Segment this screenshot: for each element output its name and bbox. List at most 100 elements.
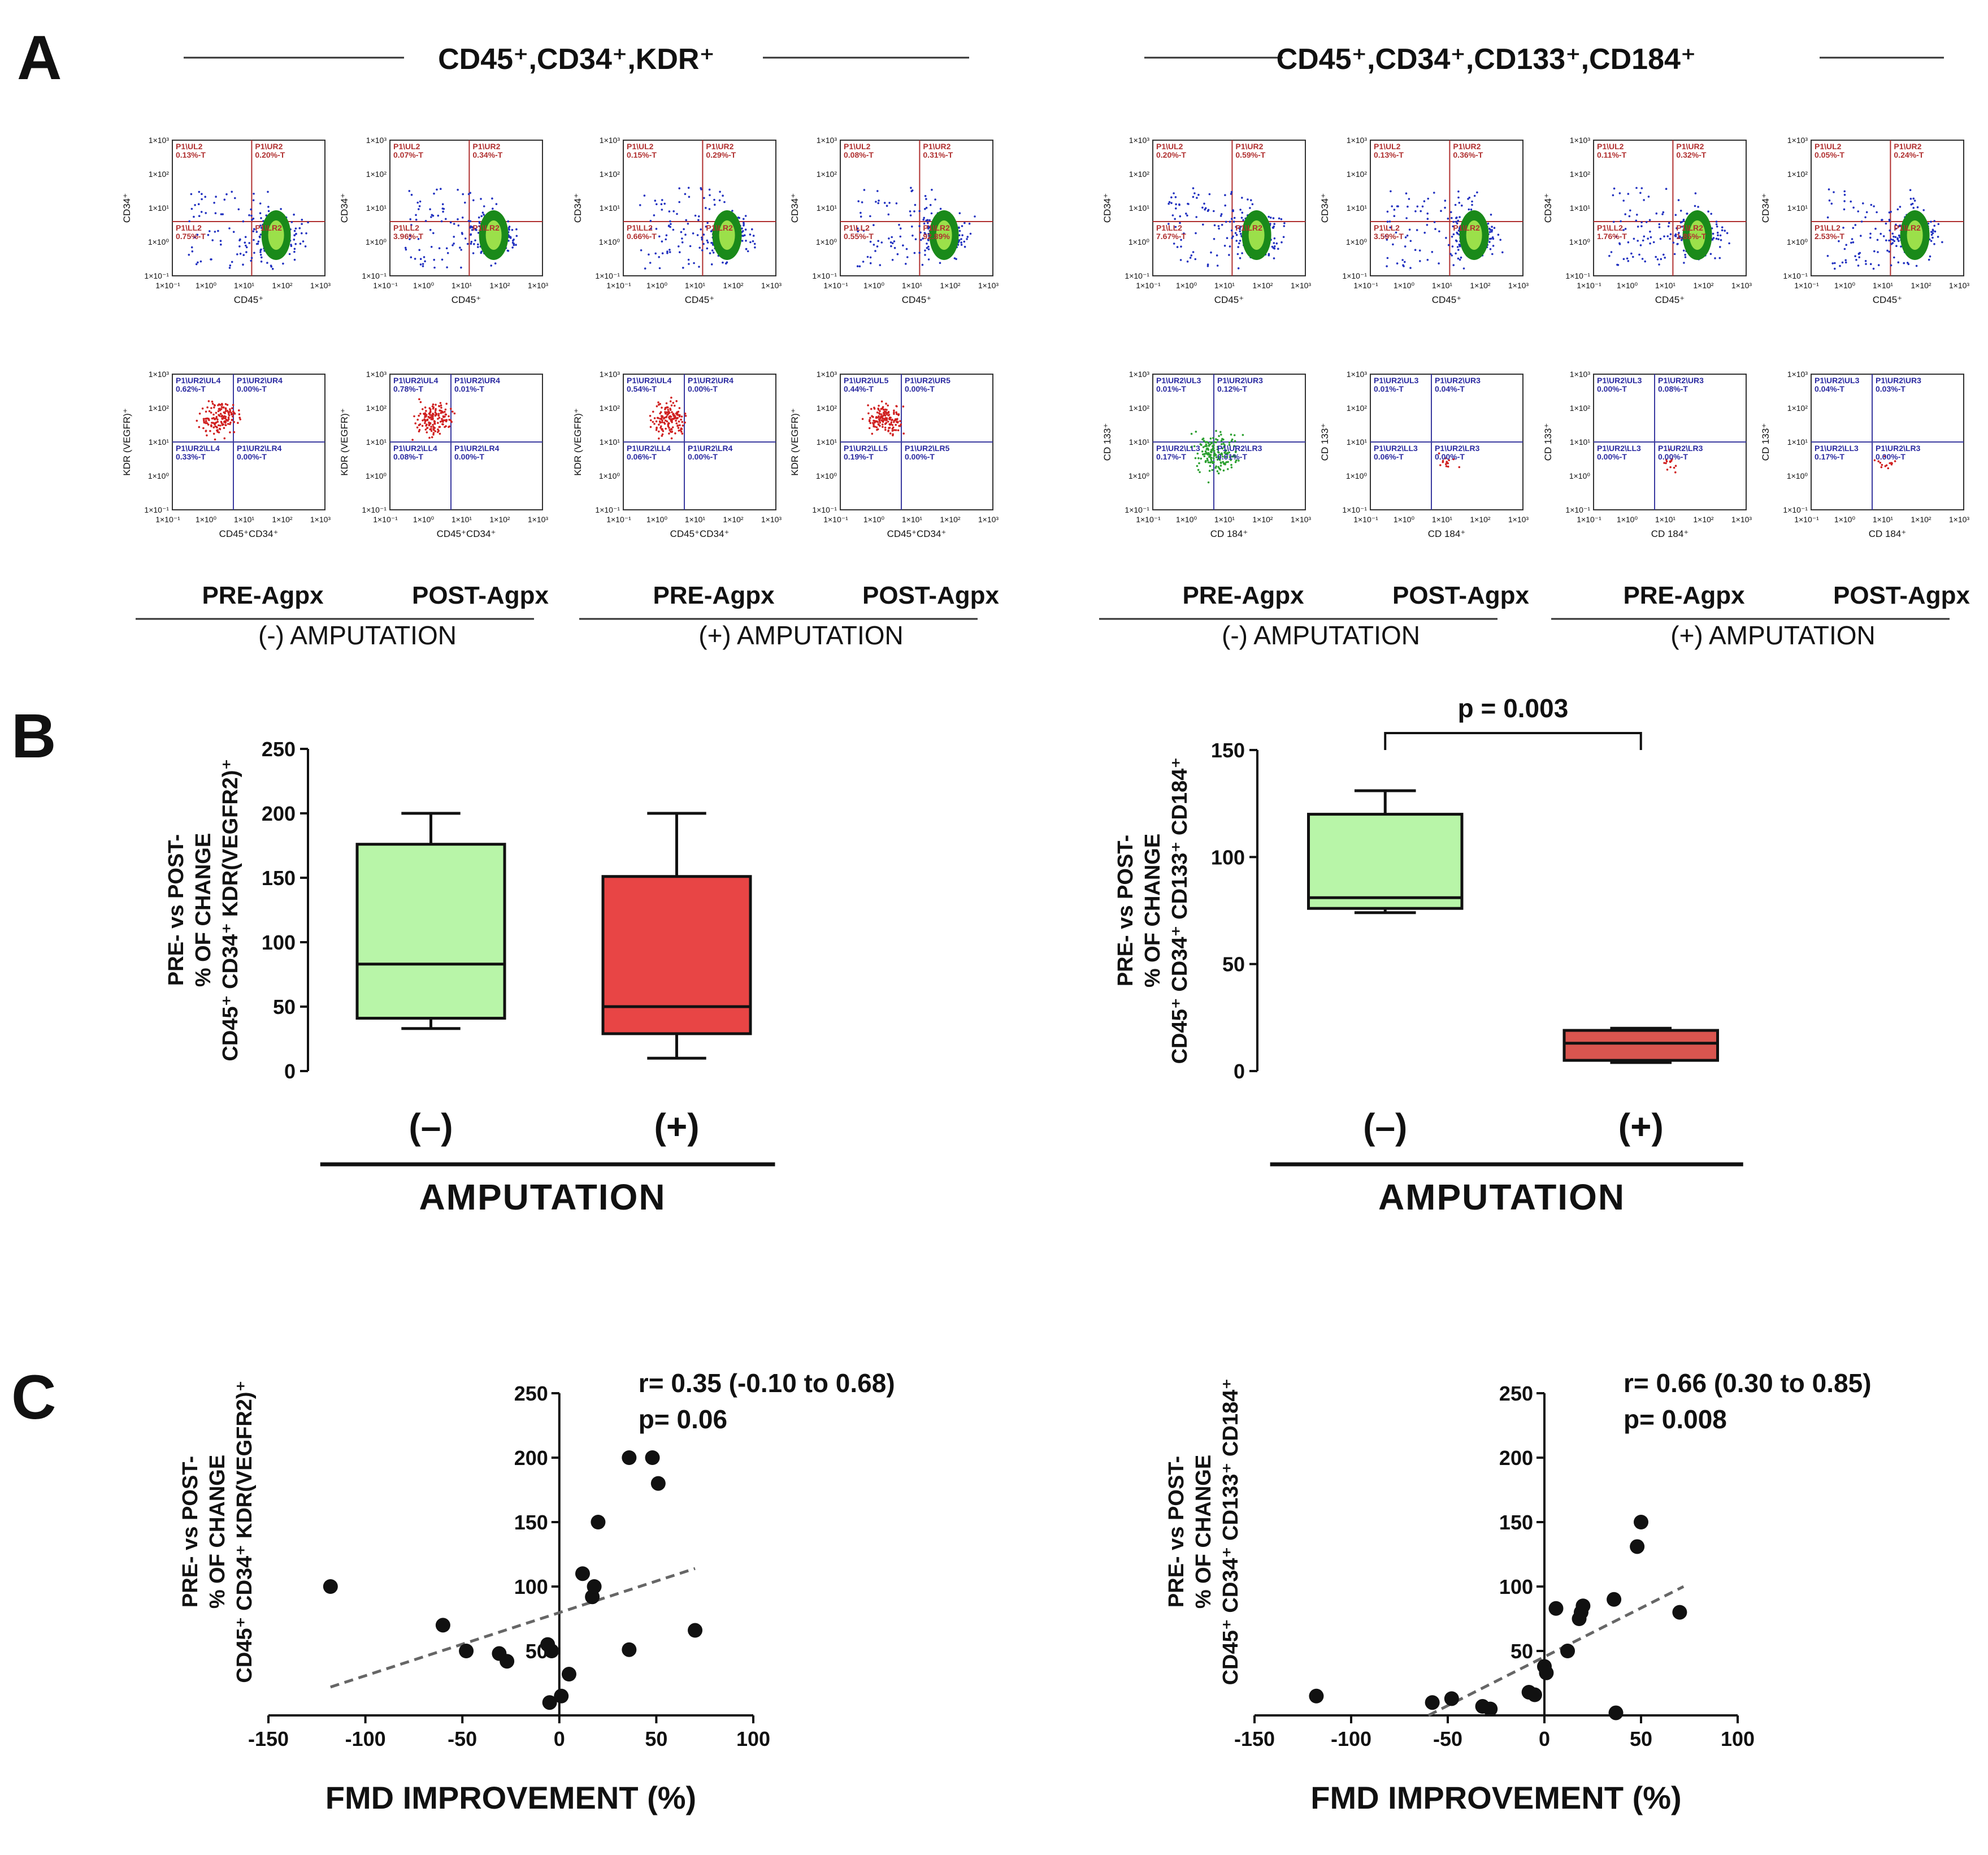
quadrant-label: P1\UR2\UR4 (237, 376, 283, 385)
x-tick-label: 1×10⁰ (1394, 281, 1415, 290)
event-dot (1447, 465, 1449, 468)
event-dot (1192, 251, 1195, 253)
event-dot (921, 263, 924, 266)
y-tick-label: 1×10² (366, 170, 387, 179)
data-point (1560, 1644, 1575, 1658)
event-dot (298, 227, 301, 229)
quadrant-label: P1\UR2\UR4 (688, 376, 733, 385)
event-dot (1224, 194, 1226, 197)
event-dot (1189, 257, 1192, 259)
y-tick-label: 1×10² (1570, 170, 1591, 179)
event-dot (1649, 231, 1651, 233)
event-dot (425, 424, 427, 427)
event-dot (464, 201, 466, 204)
quadrant-value: 0.00%-T (454, 452, 484, 461)
data-point (1672, 1605, 1687, 1620)
event-dot (1212, 445, 1214, 448)
event-dot (423, 256, 426, 258)
event-dot (220, 213, 223, 215)
event-dot (1669, 461, 1672, 463)
quadrant-label: P1\UR2\LR3 (1658, 444, 1703, 453)
event-dot (208, 419, 210, 422)
event-dot (1226, 453, 1229, 455)
x-tick-label: 1×10⁻¹ (1353, 515, 1378, 524)
event-dot (653, 417, 656, 419)
event-dot (515, 235, 518, 237)
event-dot (208, 410, 211, 413)
x-tick-label: 1×10¹ (1655, 515, 1676, 524)
event-dot (1885, 464, 1888, 467)
event-dot (1694, 205, 1696, 207)
category-label: (–) (409, 1106, 453, 1147)
y-tick-label: 1×10⁻¹ (144, 505, 169, 514)
event-dot (1242, 434, 1244, 436)
event-dot (1890, 210, 1892, 213)
event-dot (655, 228, 658, 230)
event-dot (1235, 226, 1237, 228)
event-dot (207, 233, 210, 236)
event-dot (1877, 251, 1879, 253)
event-dot (1898, 234, 1900, 237)
event-dot (429, 229, 432, 231)
x-tick-label: 1×10² (1252, 281, 1273, 290)
quadrant-label: P1\UR2\LL3 (1815, 444, 1859, 453)
event-dot (1223, 463, 1226, 465)
event-dot (705, 226, 707, 228)
event-dot (1220, 434, 1222, 436)
event-dot (1613, 187, 1616, 190)
event-dot (861, 418, 864, 421)
quadrant-value: 0.33%-T (176, 452, 206, 461)
event-dot (1199, 471, 1201, 474)
event-dot (682, 424, 684, 427)
event-dot (1207, 481, 1210, 484)
event-dot (422, 263, 424, 265)
event-dot (472, 199, 475, 202)
x-tick-label: 1×10² (272, 281, 293, 290)
event-dot (1622, 200, 1625, 202)
event-dot (214, 425, 217, 428)
event-dot (658, 235, 661, 238)
quadrant-value: 0.08%-T (844, 150, 874, 159)
event-dot (244, 241, 246, 244)
event-dot (1666, 235, 1669, 237)
event-dot (661, 209, 663, 211)
event-dot (433, 420, 436, 422)
x-tick-label: 1×10³ (310, 515, 331, 524)
event-dot (1408, 228, 1411, 231)
x-tick-label: 1×10³ (761, 515, 782, 524)
y-tick-label: 250 (1499, 1382, 1533, 1405)
event-dot (211, 239, 214, 241)
event-dot (1893, 256, 1895, 259)
event-dot (294, 227, 297, 230)
event-dot (1488, 237, 1491, 240)
data-point (587, 1579, 602, 1594)
event-dot (251, 219, 253, 221)
y-tick-label: 1×10⁻¹ (595, 505, 620, 514)
y-tick-label: 1×10² (1347, 404, 1368, 413)
event-dot (1217, 466, 1219, 468)
flow-plot-frame (1152, 140, 1306, 276)
event-dot (911, 226, 913, 228)
event-dot (1419, 260, 1421, 262)
event-dot (467, 193, 470, 196)
event-dot (450, 421, 453, 423)
event-dot (923, 232, 926, 235)
event-dot (1697, 206, 1699, 208)
event-dot (752, 235, 755, 237)
flow-plot: P1\UR2\UL40.54%-TP1\UR2\UR40.00%-TP1\UR2… (572, 370, 782, 539)
event-dot (1283, 222, 1286, 224)
y-axis-title: CD34⁺ (1319, 193, 1330, 223)
condition-label: POST-Agpx (1833, 582, 1970, 609)
event-dot (1273, 237, 1276, 240)
event-dot (1707, 210, 1709, 213)
event-dot (668, 422, 670, 425)
event-dot (960, 238, 962, 240)
event-dot (232, 231, 235, 233)
event-dot (432, 403, 435, 406)
event-dot (238, 413, 241, 415)
event-dot (660, 425, 662, 428)
event-dot (432, 408, 435, 410)
event-dot (1388, 220, 1391, 223)
event-dot (1228, 441, 1231, 444)
event-dot (242, 263, 244, 266)
